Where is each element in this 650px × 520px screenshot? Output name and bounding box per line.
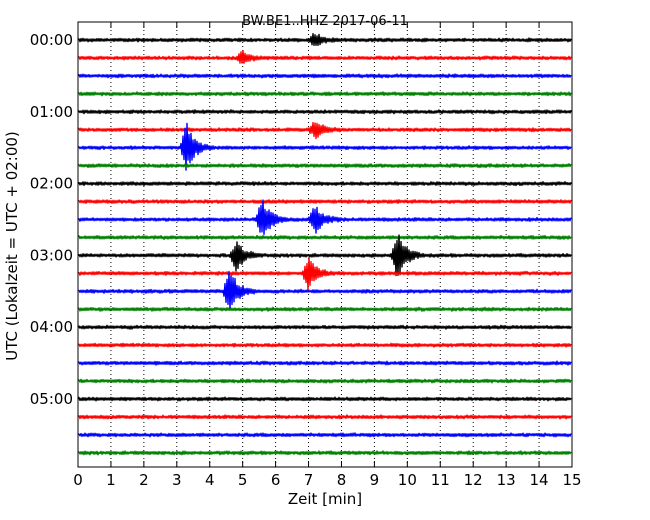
x-tick-label-13: 13 bbox=[497, 471, 516, 489]
trace-0430 bbox=[78, 360, 572, 366]
x-tick-label-14: 14 bbox=[530, 471, 549, 489]
trace-0300 bbox=[78, 234, 572, 277]
trace-0330 bbox=[78, 270, 572, 311]
trace-0200 bbox=[78, 181, 572, 187]
trace-0015 bbox=[78, 49, 572, 64]
trace-0415 bbox=[78, 342, 572, 348]
trace-0245 bbox=[78, 234, 572, 240]
y-axis-label: UTC (Lokalzeit = UTC + 02:00) bbox=[3, 131, 21, 361]
trace-0100 bbox=[78, 109, 572, 115]
x-tick-label-15: 15 bbox=[562, 471, 581, 489]
trace-0000 bbox=[78, 33, 572, 46]
x-tick-label-3: 3 bbox=[172, 471, 182, 489]
y-tick-label-0: 00:00 bbox=[30, 31, 73, 49]
trace-0030 bbox=[78, 73, 572, 79]
trace-group bbox=[78, 33, 572, 456]
trace-0145 bbox=[78, 163, 572, 169]
trace-0345 bbox=[78, 306, 572, 312]
x-tick-label-6: 6 bbox=[271, 471, 281, 489]
x-tick-label-5: 5 bbox=[238, 471, 248, 489]
x-axis: 0 1 2 3 4 5 6 7 8 9 10 11 12 13 14 15 bbox=[73, 22, 582, 489]
x-tick-label-4: 4 bbox=[205, 471, 215, 489]
y-tick-label-5: 05:00 bbox=[30, 390, 73, 408]
x-tick-label-9: 9 bbox=[370, 471, 380, 489]
trace-0500 bbox=[78, 396, 572, 402]
y-tick-label-2: 02:00 bbox=[30, 175, 73, 193]
trace-0130 bbox=[78, 122, 572, 171]
plot-frame bbox=[77, 21, 573, 468]
trace-0230 bbox=[78, 199, 572, 235]
trace-0115 bbox=[78, 121, 572, 140]
x-tick-label-7: 7 bbox=[304, 471, 314, 489]
trace-0045 bbox=[78, 91, 572, 97]
y-tick-label-4: 04:00 bbox=[30, 318, 73, 336]
trace-0400 bbox=[78, 324, 572, 330]
x-tick-label-12: 12 bbox=[464, 471, 483, 489]
grid-lines bbox=[110, 22, 540, 467]
trace-0545 bbox=[78, 450, 572, 456]
x-tick-label-8: 8 bbox=[337, 471, 347, 489]
x-axis-label: Zeit [min] bbox=[288, 490, 362, 508]
x-tick-label-11: 11 bbox=[431, 471, 450, 489]
y-tick-label-1: 01:00 bbox=[30, 103, 73, 121]
trace-0515 bbox=[78, 414, 572, 420]
x-tick-label-10: 10 bbox=[398, 471, 417, 489]
x-tick-label-0: 0 bbox=[73, 471, 83, 489]
y-tick-label-3: 03:00 bbox=[30, 246, 73, 264]
x-tick-label-1: 1 bbox=[106, 471, 116, 489]
trace-0215 bbox=[78, 199, 572, 205]
x-tick-label-2: 2 bbox=[139, 471, 149, 489]
y-axis: 00:00 01:00 02:00 03:00 04:00 05:00 bbox=[30, 31, 572, 408]
trace-0315 bbox=[78, 257, 572, 291]
trace-0530 bbox=[78, 432, 572, 438]
trace-0445 bbox=[78, 378, 572, 384]
